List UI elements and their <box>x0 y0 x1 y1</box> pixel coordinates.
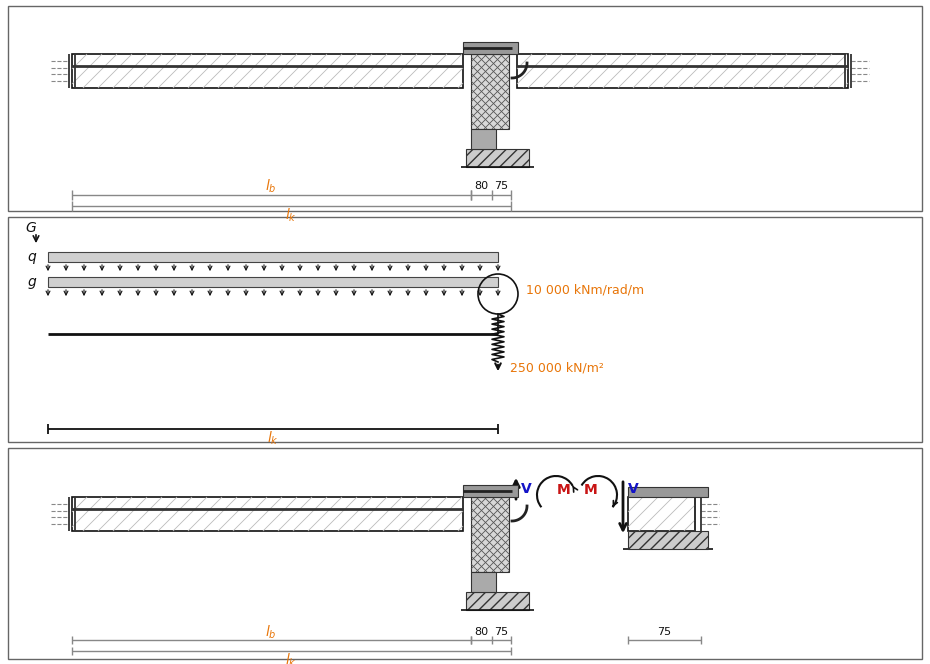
Bar <box>463 42 518 54</box>
Text: 80: 80 <box>474 181 488 191</box>
Text: $l_b$: $l_b$ <box>265 177 277 195</box>
Text: M: M <box>556 483 570 497</box>
Bar <box>628 497 695 531</box>
Text: g: g <box>27 275 36 289</box>
Text: M: M <box>584 483 598 497</box>
Bar <box>466 592 529 610</box>
Bar <box>8 448 922 659</box>
Text: 75: 75 <box>494 627 508 637</box>
Bar <box>471 129 496 149</box>
Text: 80: 80 <box>474 627 488 637</box>
Bar <box>72 54 463 88</box>
Bar <box>471 54 509 129</box>
Bar <box>463 485 518 497</box>
Bar <box>48 252 498 262</box>
Bar <box>628 531 708 549</box>
Bar <box>628 487 708 497</box>
Text: 250 000 kN/m²: 250 000 kN/m² <box>510 361 604 374</box>
Text: 75: 75 <box>494 181 508 191</box>
Bar <box>471 572 496 592</box>
Bar <box>517 54 848 88</box>
Text: $l_b$: $l_b$ <box>265 623 277 641</box>
Text: 10 000 kNm/rad/m: 10 000 kNm/rad/m <box>526 284 644 297</box>
Bar <box>466 149 529 167</box>
Text: 75: 75 <box>657 627 671 637</box>
Text: $l_k$: $l_k$ <box>267 430 279 447</box>
Bar <box>48 277 498 287</box>
Text: V: V <box>628 482 639 496</box>
Bar <box>8 217 922 442</box>
Bar <box>72 497 463 531</box>
Text: $l_k$: $l_k$ <box>286 651 297 664</box>
Text: V: V <box>521 482 532 496</box>
Text: q: q <box>27 250 36 264</box>
Text: $l_k$: $l_k$ <box>286 207 297 224</box>
Text: G: G <box>25 221 36 235</box>
Bar <box>8 6 922 211</box>
Bar <box>471 497 509 572</box>
